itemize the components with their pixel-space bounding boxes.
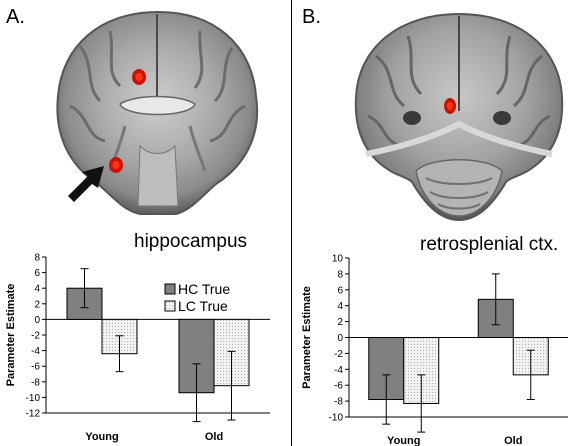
y-tick-label: -2 bbox=[334, 349, 343, 360]
y-tick-label: 2 bbox=[34, 299, 40, 310]
y-tick-label: 8 bbox=[34, 253, 40, 264]
y-tick-label: 6 bbox=[337, 285, 343, 296]
bar-hc-true bbox=[368, 337, 405, 401]
legend-swatch bbox=[164, 300, 176, 312]
y-tick-label: 4 bbox=[337, 301, 343, 312]
x-tick-label: Old bbox=[504, 435, 522, 446]
y-tick-label: 0 bbox=[34, 315, 40, 326]
y-tick-label: -12 bbox=[26, 409, 41, 420]
y-tick-label: 2 bbox=[337, 317, 343, 328]
y-tick-label: -4 bbox=[31, 346, 40, 357]
y-tick-label: -8 bbox=[31, 377, 40, 388]
region-label-a: hippocampus bbox=[134, 231, 248, 252]
x-tick-label: Old bbox=[205, 431, 223, 443]
legend-swatch bbox=[164, 283, 176, 295]
y-tick-label: 10 bbox=[332, 254, 344, 265]
y-tick-label: -10 bbox=[329, 413, 344, 424]
x-tick-label: Young bbox=[85, 431, 118, 443]
y-tick-label: 8 bbox=[337, 269, 343, 280]
panel-divider bbox=[291, 0, 292, 446]
region-label-b: retrosplenial ctx. bbox=[420, 234, 559, 255]
y-axis-label: Parameter Estimate bbox=[301, 286, 313, 389]
y-tick-label: 6 bbox=[34, 268, 40, 279]
y-tick-label: -4 bbox=[334, 365, 343, 376]
arrow-icon bbox=[68, 166, 104, 202]
y-tick-label: -6 bbox=[334, 381, 343, 392]
y-tick-label: 0 bbox=[337, 333, 343, 344]
y-tick-label: -8 bbox=[334, 397, 343, 408]
y-tick-label: -10 bbox=[26, 393, 41, 404]
coronal-brain-image bbox=[56, 10, 259, 215]
legend-label: HC True bbox=[178, 281, 230, 297]
y-tick-label: 4 bbox=[34, 284, 40, 295]
y-axis-label: Parameter Estimate bbox=[5, 284, 17, 387]
chart-hippocampus: Parameter Estimate 8 6 4 2 0 -2 -4 -6 -8 -10 -12 You… bbox=[5, 253, 270, 443]
coronal-brain-image bbox=[354, 12, 564, 222]
x-tick-label: Young bbox=[387, 435, 420, 446]
y-tick-label: -2 bbox=[31, 331, 40, 342]
panel-a-label: A. bbox=[6, 6, 25, 28]
legend-label: LC True bbox=[178, 298, 228, 314]
y-tick-label: -6 bbox=[31, 362, 40, 373]
chart-retrosplenial: Parameter Estimate 10 8 6 4 2 0 -2 -4 -6 -8 -10 Youn… bbox=[301, 254, 568, 446]
panel-b-label: B. bbox=[302, 6, 321, 28]
